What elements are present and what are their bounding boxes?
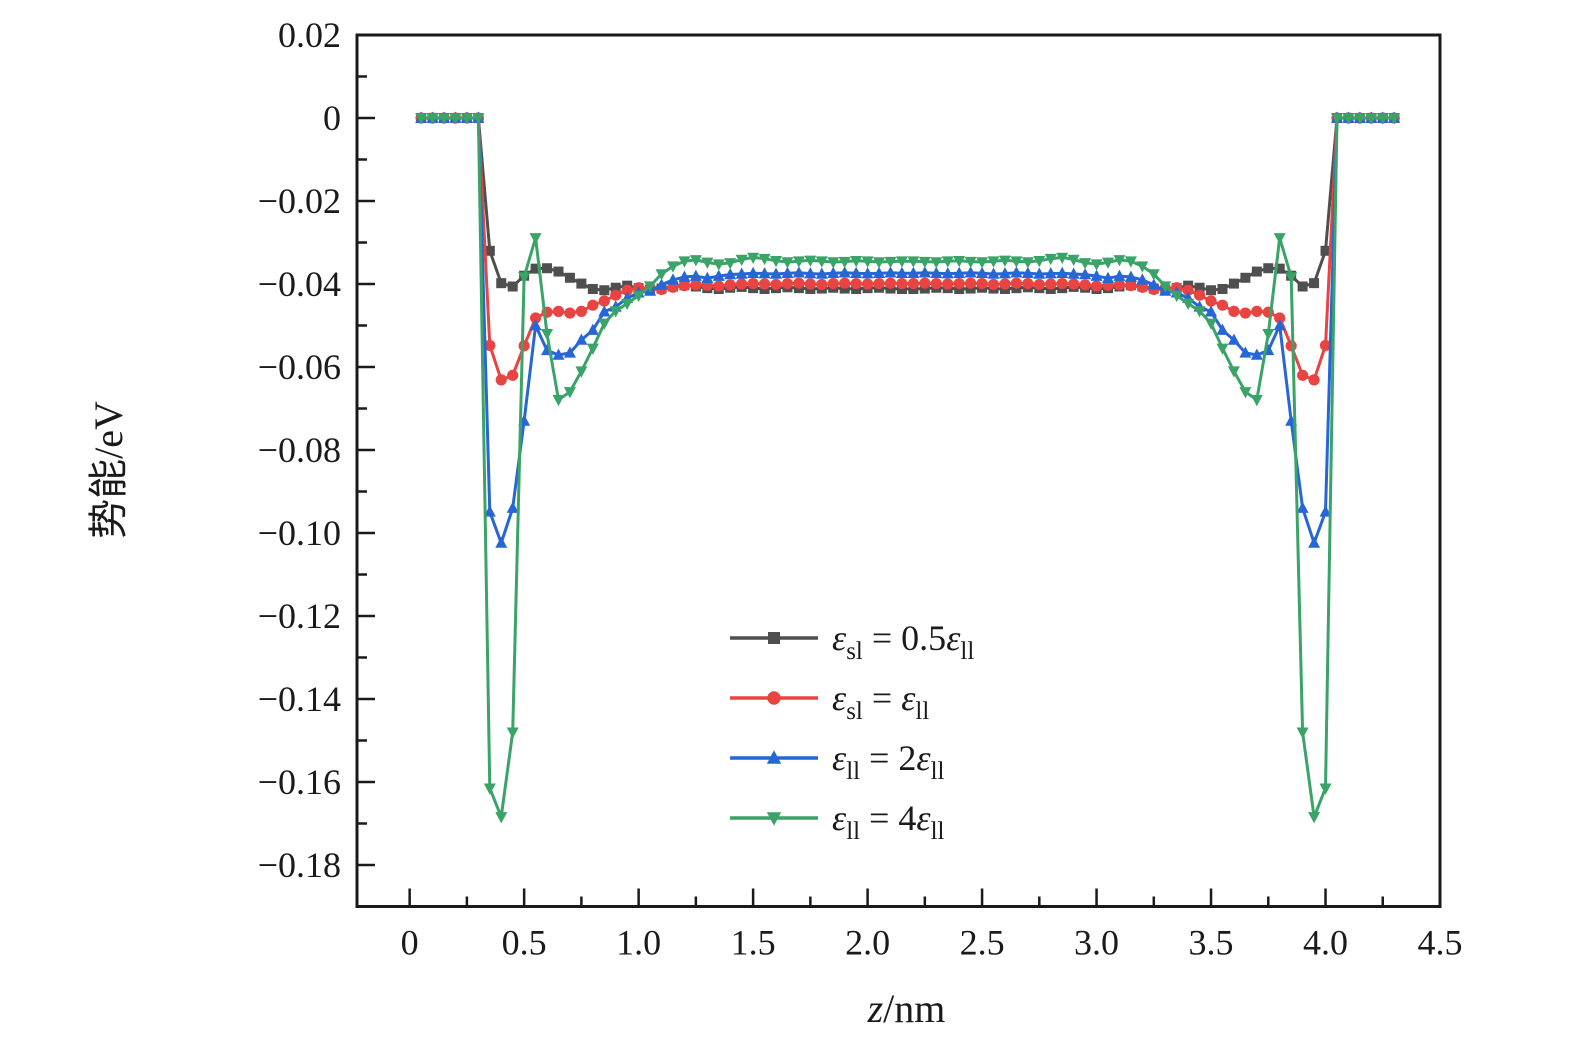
legend-entry-3: εll = 4εll: [730, 798, 945, 845]
y-tick-label: 0: [323, 98, 341, 138]
plot-box: [355, 33, 1442, 908]
y-tick-label: −0.18: [258, 845, 341, 885]
y-tick-label: −0.16: [258, 762, 341, 802]
x-tick-label: 2.5: [960, 923, 1005, 963]
series-0: [416, 113, 1400, 296]
y-axis: 0.02 0 −0.02 −0.04 −0.06 −0.08 −0.10 −0.12 −0.14…: [258, 15, 375, 885]
y-tick-label: −0.04: [258, 264, 341, 304]
y-tick-label: −0.08: [258, 430, 341, 470]
x-tick-label: 4.5: [1418, 923, 1463, 963]
x-tick-label: 1.5: [731, 923, 776, 963]
y-tick-label: −0.12: [258, 596, 341, 636]
series-3: [415, 113, 1401, 824]
x-tick-label: 1.0: [616, 923, 661, 963]
legend-entry-2: εll = 2εll: [730, 738, 945, 785]
y-tick-label: 0.02: [278, 15, 341, 55]
series-line-1: [419, 116, 1396, 382]
series-line-0: [419, 116, 1396, 292]
y-tick-label: −0.06: [258, 347, 341, 387]
x-tick-label: 0: [401, 923, 419, 963]
legend-label-2: εll = 2εll: [832, 738, 945, 785]
x-tick-label: 0.5: [502, 923, 547, 963]
series-markers-1: [415, 112, 1400, 386]
legend-label-3: εll = 4εll: [832, 798, 945, 845]
y-axis-label: 势能/eV: [86, 401, 131, 539]
y-tick-label: −0.02: [258, 181, 341, 221]
x-tick-label: 2.0: [845, 923, 890, 963]
series-markers-3: [415, 113, 1401, 824]
x-tick-label: 3.0: [1074, 923, 1119, 963]
y-tick-label: −0.10: [258, 513, 341, 553]
x-tick-label: 3.5: [1189, 923, 1234, 963]
x-axis-label: z/nm: [867, 986, 946, 1031]
legend-label-0: εsl = 0.5εll: [832, 618, 974, 665]
series-line-2: [419, 116, 1396, 545]
series-markers-0: [416, 113, 1400, 296]
x-tick-label: 4.0: [1303, 923, 1348, 963]
series-1: [415, 112, 1400, 386]
legend-entry-1: εsl = εll: [730, 678, 929, 725]
x-axis: 0 0.5 1.0 1.5 2.0 2.5 3.0 3.5 4.0 4.5: [401, 888, 1463, 963]
legend-label-1: εsl = εll: [832, 678, 929, 725]
y-tick-label: −0.14: [258, 679, 341, 719]
legend: εsl = 0.5εll εsl = εll εll = 2εll εll = 4εl…: [730, 618, 974, 845]
legend-entry-0: εsl = 0.5εll: [730, 618, 974, 665]
series-markers-2: [415, 111, 1401, 548]
series-2: [415, 111, 1401, 548]
